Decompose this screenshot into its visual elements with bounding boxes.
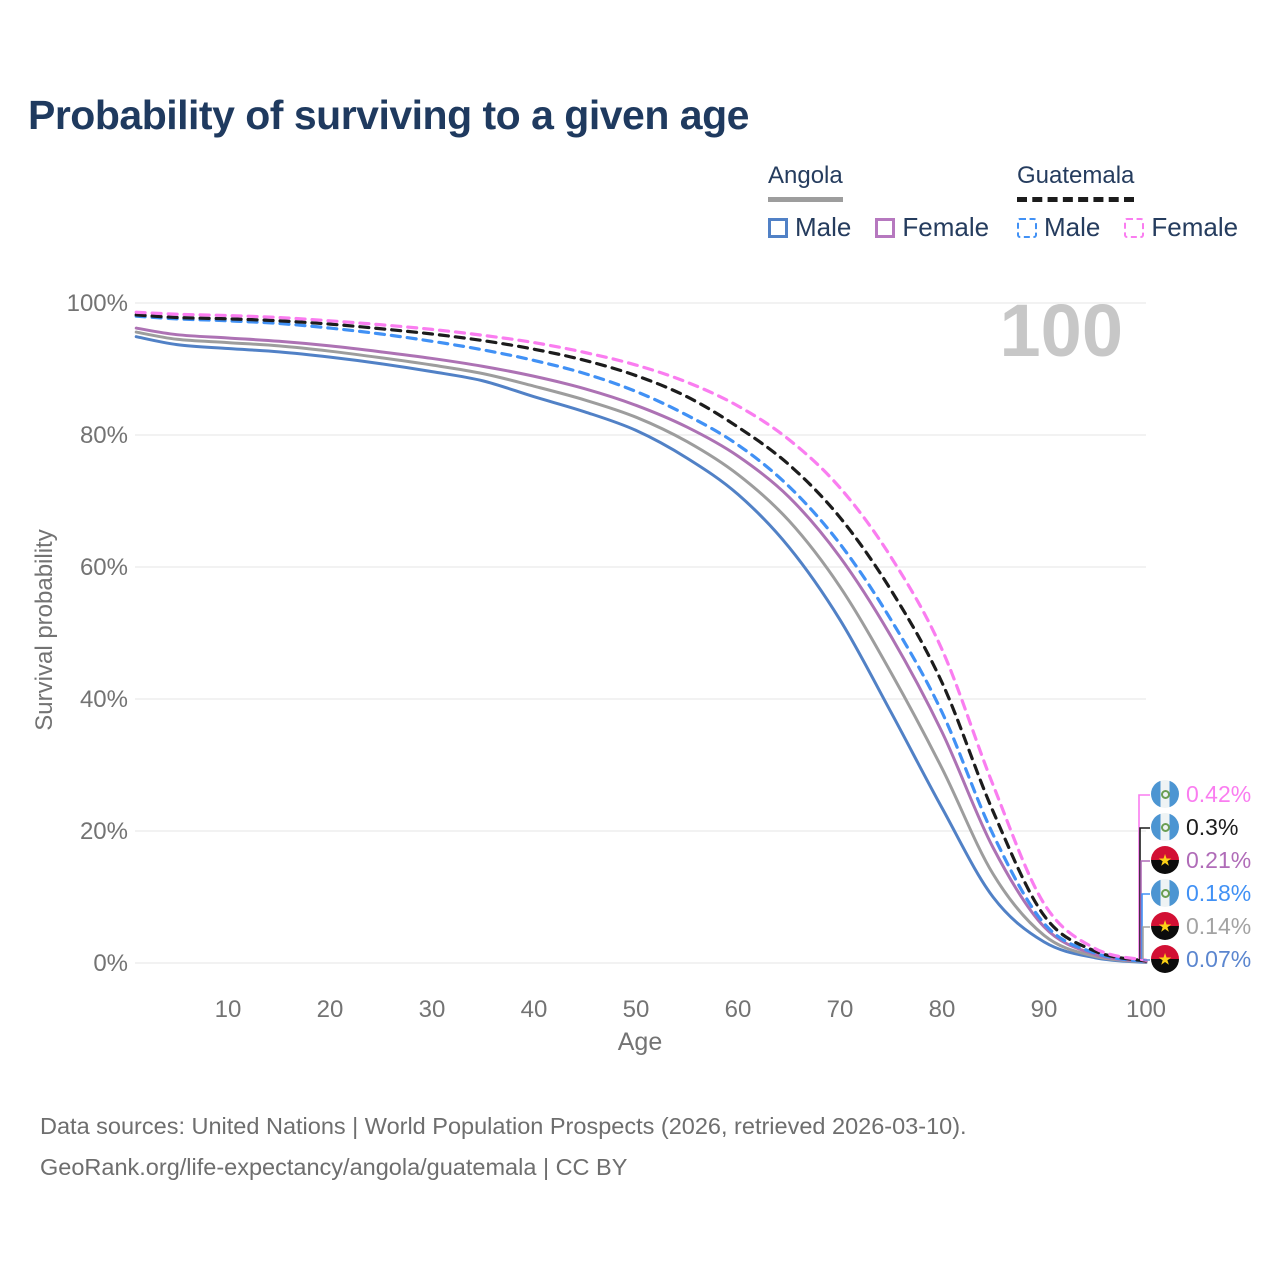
legend-country-guatemala[interactable]: Guatemala xyxy=(1017,162,1135,202)
end-label-guatemala-male[interactable]: 0.18% xyxy=(1151,879,1251,907)
y-tick-label: 40% xyxy=(80,686,128,713)
end-value-text: 0.18% xyxy=(1186,879,1252,906)
x-axis-title: Age xyxy=(617,1028,663,1056)
series-line-angola-male[interactable] xyxy=(134,335,1148,965)
legend-item-label: Female xyxy=(902,212,990,242)
legend-item-label: Female xyxy=(1151,212,1239,242)
page-title: Probability of surviving to a given age xyxy=(28,92,749,138)
end-value-text: 0.21% xyxy=(1186,846,1252,873)
y-tick-label: 80% xyxy=(80,422,128,449)
series-line-angola-both-sexes[interactable] xyxy=(134,330,1148,964)
legend: Angola Male Female Guatemala Male xyxy=(0,162,1280,242)
series-line-guatemala-male[interactable] xyxy=(134,314,1148,964)
x-tick-label: 100 xyxy=(1126,996,1166,1023)
angola-male-swatch xyxy=(768,217,788,238)
guatemala-flag-icon xyxy=(1151,879,1179,907)
legend-item-label: Male xyxy=(1044,212,1101,242)
end-label-angola-both-sexes[interactable]: ★ 0.14% xyxy=(1151,912,1251,940)
end-value-text: 0.42% xyxy=(1186,780,1252,807)
end-label-guatemala-female[interactable]: 0.42% xyxy=(1151,780,1251,808)
hover-age-watermark: 100 xyxy=(999,289,1123,372)
guatemala-flag-icon xyxy=(1151,780,1179,808)
footer-attribution-link[interactable]: GeoRank.org/life-expectancy/angola/guate… xyxy=(40,1154,628,1180)
angola-emblem-icon: ★ xyxy=(1158,852,1172,868)
series-line-angola-female[interactable] xyxy=(134,326,1148,964)
footer-data-sources: Data sources: United Nations | World Pop… xyxy=(40,1113,967,1139)
angola-flag-icon: ★ xyxy=(1151,912,1179,940)
legend-group-guatemala: Guatemala Male Female xyxy=(1017,162,1238,243)
legend-country-angola[interactable]: Angola xyxy=(768,162,843,202)
y-axis-title: Survival probability xyxy=(31,529,58,731)
end-value-text: 0.14% xyxy=(1186,912,1252,939)
legend-item-guatemala-male[interactable]: Male xyxy=(1017,212,1100,243)
x-tick-label: 40 xyxy=(521,996,548,1023)
end-label-connector xyxy=(1143,959,1150,961)
angola-female-swatch xyxy=(875,217,896,238)
guatemala-male-swatch xyxy=(1017,217,1037,238)
series-line-guatemala-both-sexes[interactable] xyxy=(134,313,1148,963)
x-tick-label: 30 xyxy=(419,996,446,1023)
angola-emblem-icon: ★ xyxy=(1158,918,1172,934)
angola-emblem-icon: ★ xyxy=(1158,951,1172,967)
end-label-angola-female[interactable]: ★ 0.21% xyxy=(1151,846,1251,874)
end-value-text: 0.3% xyxy=(1186,813,1239,840)
guatemala-flag-icon xyxy=(1151,813,1179,841)
x-tick-label: 10 xyxy=(215,996,242,1023)
angola-flag-icon: ★ xyxy=(1151,846,1179,874)
x-tick-label: 20 xyxy=(317,996,344,1023)
legend-item-angola-female[interactable]: Female xyxy=(875,212,989,243)
end-label-connector xyxy=(1142,926,1150,959)
x-tick-label: 70 xyxy=(827,996,854,1023)
end-label-guatemala-both-sexes[interactable]: 0.3% xyxy=(1151,813,1238,841)
legend-item-guatemala-female[interactable]: Female xyxy=(1124,212,1238,243)
legend-item-label: Male xyxy=(795,212,852,242)
end-label-angola-male[interactable]: ★ 0.07% xyxy=(1151,945,1251,973)
x-tick-label: 80 xyxy=(929,996,956,1023)
end-label-connector xyxy=(1140,860,1150,959)
legend-item-angola-male[interactable]: Male xyxy=(768,212,851,243)
x-tick-label: 60 xyxy=(725,996,752,1023)
guatemala-emblem-icon xyxy=(1160,789,1170,799)
angola-flag-icon: ★ xyxy=(1151,945,1179,973)
end-label-connector xyxy=(1139,827,1150,959)
y-tick-label: 60% xyxy=(80,554,128,581)
y-tick-label: 20% xyxy=(80,818,128,845)
legend-group-angola: Angola Male Female xyxy=(768,162,989,243)
y-tick-label: 0% xyxy=(93,950,128,977)
x-tick-label: 90 xyxy=(1031,996,1058,1023)
end-value-text: 0.07% xyxy=(1186,945,1252,972)
guatemala-emblem-icon xyxy=(1160,822,1170,832)
end-label-connector xyxy=(1138,794,1150,959)
y-tick-label: 100% xyxy=(67,290,128,317)
end-label-connector xyxy=(1141,893,1150,959)
x-tick-label: 50 xyxy=(623,996,650,1023)
footer: Data sources: United Nations | World Pop… xyxy=(40,1106,967,1188)
guatemala-emblem-icon xyxy=(1160,888,1170,898)
guatemala-female-swatch xyxy=(1124,217,1145,238)
series-line-guatemala-female[interactable] xyxy=(134,310,1148,962)
